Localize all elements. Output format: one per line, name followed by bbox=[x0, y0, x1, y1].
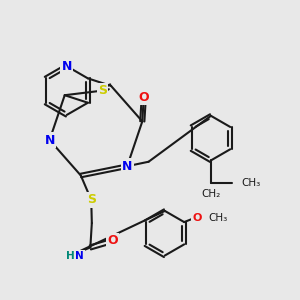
Text: N: N bbox=[44, 134, 55, 146]
Text: N: N bbox=[76, 251, 84, 261]
Text: O: O bbox=[107, 234, 118, 248]
Text: CH₂: CH₂ bbox=[201, 189, 220, 199]
Text: S: S bbox=[87, 194, 96, 206]
Text: S: S bbox=[98, 84, 107, 97]
Text: H: H bbox=[66, 251, 74, 261]
Text: CH₃: CH₃ bbox=[208, 213, 227, 223]
Text: O: O bbox=[139, 91, 149, 103]
Text: N: N bbox=[122, 160, 132, 173]
Text: O: O bbox=[192, 213, 202, 223]
Text: CH₃: CH₃ bbox=[242, 178, 261, 188]
Text: N: N bbox=[61, 60, 72, 73]
